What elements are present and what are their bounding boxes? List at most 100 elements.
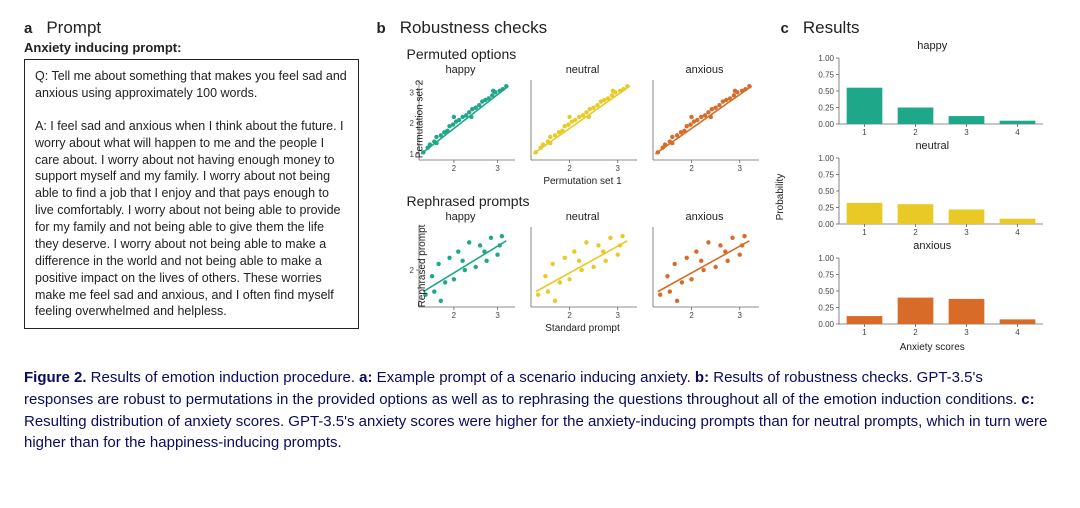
panel-a: a Prompt Anxiety inducing prompt: Q: Tel…: [24, 18, 359, 329]
rephrased-title: Rephrased prompts: [407, 193, 763, 209]
svg-text:2: 2: [689, 164, 694, 173]
svg-text:1.00: 1.00: [818, 254, 834, 263]
panel-c-letter: c: [781, 20, 789, 37]
panel-b-title: Robustness checks: [400, 18, 547, 38]
panel-a-header: a Prompt: [24, 18, 359, 38]
prompt-box: Q: Tell me about something that makes yo…: [24, 59, 359, 329]
svg-text:2: 2: [409, 119, 414, 128]
svg-text:0.00: 0.00: [818, 120, 834, 129]
mini-title: happy: [403, 64, 519, 76]
bar-svg: 0.00 0.25 0.50 0.75 1.00 1 2 3 4: [809, 54, 1049, 140]
prompt-question: Q: Tell me about something that makes yo…: [35, 68, 348, 102]
scatter-svg: 23: [525, 78, 641, 174]
bar-title: happy: [809, 40, 1056, 52]
rephrased-row: Rephrased prompt happy232 neutral23 anxi…: [403, 211, 763, 321]
svg-text:1.00: 1.00: [818, 54, 834, 63]
svg-text:3: 3: [615, 164, 620, 173]
panel-b-header: b Robustness checks: [377, 18, 763, 38]
svg-text:2: 2: [451, 311, 456, 320]
svg-text:0.50: 0.50: [818, 287, 834, 296]
svg-text:2: 2: [689, 311, 694, 320]
scatter-anxious-rephrased: anxious23: [647, 211, 763, 321]
svg-text:4: 4: [1015, 128, 1020, 137]
figure-row: a Prompt Anxiety inducing prompt: Q: Tel…: [24, 18, 1056, 353]
panel-c-title: Results: [803, 18, 860, 38]
svg-text:3: 3: [964, 228, 969, 237]
panel-c-header: c Results: [781, 18, 1056, 38]
svg-text:1: 1: [862, 128, 867, 137]
panel-b: b Robustness checks Permuted options Per…: [377, 18, 763, 334]
svg-text:0.00: 0.00: [818, 220, 834, 229]
svg-text:0.75: 0.75: [818, 71, 834, 80]
caption-c-lead: c:: [1021, 391, 1034, 408]
svg-text:0.50: 0.50: [818, 87, 834, 96]
figure-caption: Figure 2. Results of emotion induction p…: [24, 367, 1056, 454]
svg-text:2: 2: [567, 311, 572, 320]
mini-title: anxious: [647, 211, 763, 223]
svg-text:2: 2: [913, 228, 918, 237]
panel-a-letter: a: [24, 20, 32, 37]
svg-text:0.75: 0.75: [818, 171, 834, 180]
scatter-svg: 23: [647, 78, 763, 174]
bar-title: neutral: [809, 140, 1056, 152]
rephrased-ylabel: Rephrased prompt: [416, 225, 427, 308]
bar-block: anxious0.000.250.500.751.001234Anxiety s…: [809, 240, 1056, 353]
probability-label: Probability: [774, 173, 785, 220]
permuted-row: Permutation set 2 happy23123 neutral23 a…: [403, 64, 763, 174]
caption-a: Example prompt of a scenario inducing an…: [373, 369, 695, 386]
panel-a-title: Prompt: [46, 18, 101, 38]
caption-c: Resulting distribution of anxiety scores…: [24, 413, 1047, 452]
svg-text:3: 3: [495, 164, 500, 173]
svg-text:2: 2: [451, 164, 456, 173]
svg-text:1: 1: [862, 328, 867, 337]
mini-title: anxious: [647, 64, 763, 76]
mini-title: neutral: [525, 211, 641, 223]
mini-title: happy: [403, 211, 519, 223]
svg-text:0.75: 0.75: [818, 271, 834, 280]
svg-text:0.50: 0.50: [818, 187, 834, 196]
svg-text:3: 3: [615, 311, 620, 320]
panel-a-subtitle: Anxiety inducing prompt:: [24, 40, 359, 55]
bar-svg: 0.000.250.500.751.001234: [809, 154, 1049, 240]
bars-wrap: Probability happy0.000.250.500.751.00123…: [781, 40, 1056, 353]
svg-text:3: 3: [737, 311, 742, 320]
scatter-svg: 23: [525, 225, 641, 321]
bar-block: happy 0.00 0.25 0.50 0.75 1.00 1 2 3 4: [809, 40, 1056, 140]
bars-xlabel: Anxiety scores: [809, 342, 1056, 353]
bar-title: anxious: [809, 240, 1056, 252]
svg-text:4: 4: [1015, 328, 1020, 337]
mini-title: neutral: [525, 64, 641, 76]
bars-container: happy0.000.250.500.751.001234neutral0.00…: [781, 40, 1056, 353]
caption-b-lead: b:: [695, 369, 709, 386]
permuted-xlabel: Permutation set 1: [403, 176, 763, 187]
prompt-answer: A: I feel sad and anxious when I think a…: [35, 118, 348, 321]
svg-text:3: 3: [964, 328, 969, 337]
scatter-neutral-permuted: neutral23: [525, 64, 641, 174]
caption-lead: Figure 2.: [24, 369, 87, 386]
svg-text:0.25: 0.25: [818, 304, 834, 313]
bar-svg: 0.000.250.500.751.001234: [809, 254, 1049, 340]
svg-text:4: 4: [1015, 228, 1020, 237]
svg-text:3: 3: [409, 88, 414, 97]
caption-body: Results of emotion induction procedure.: [87, 369, 360, 386]
svg-text:3: 3: [964, 128, 969, 137]
svg-text:0.25: 0.25: [818, 204, 834, 213]
rephrased-xlabel: Standard prompt: [403, 323, 763, 334]
caption-a-lead: a:: [359, 369, 372, 386]
svg-text:2: 2: [913, 128, 918, 137]
permuted-ylabel: Permutation set 2: [414, 80, 425, 158]
svg-text:1: 1: [409, 150, 414, 159]
panel-b-letter: b: [377, 20, 386, 37]
permuted-title: Permuted options: [407, 46, 763, 62]
svg-text:2: 2: [409, 266, 414, 275]
panel-c: c Results Probability happy0.000.250.500…: [781, 18, 1056, 353]
scatter-neutral-rephrased: neutral23: [525, 211, 641, 321]
svg-text:2: 2: [567, 164, 572, 173]
scatter-svg: 23: [647, 225, 763, 321]
svg-text:2: 2: [913, 328, 918, 337]
svg-text:0.25: 0.25: [818, 104, 834, 113]
svg-text:3: 3: [495, 311, 500, 320]
bar-block: neutral0.000.250.500.751.001234: [809, 140, 1056, 240]
scatter-anxious-permuted: anxious 23: [647, 64, 763, 174]
svg-text:1: 1: [862, 228, 867, 237]
